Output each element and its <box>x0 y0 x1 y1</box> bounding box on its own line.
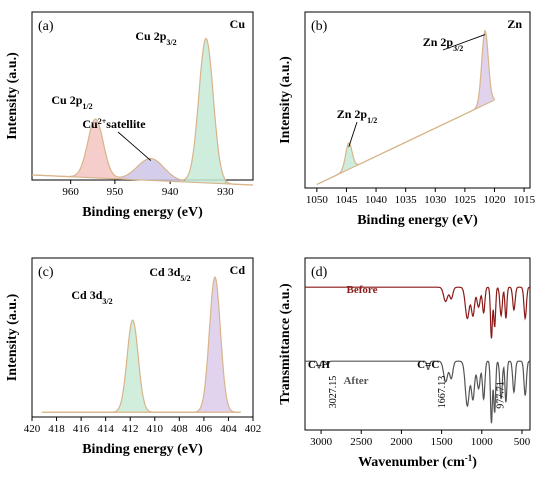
x-tick-label: 1035 <box>395 194 418 206</box>
x-tick-label: 1000 <box>471 436 494 448</box>
series-label: Before <box>347 284 378 296</box>
panel-b: 1050 1045 1040 1035 1030 1025 1020 1015 Binding … <box>278 11 536 228</box>
peak-label: Cd 3d5/2 <box>149 265 190 283</box>
panel-label: (b) <box>311 19 328 34</box>
peak-arrow <box>117 131 152 161</box>
peak-arrow <box>348 121 358 148</box>
y-axis-label: Intensity (a.u.) <box>5 293 20 381</box>
x-tick-label: 1015 <box>513 194 536 206</box>
x-tick-label: 414 <box>97 423 114 435</box>
y-axis-label: Transmittance (a.u.) <box>278 283 293 405</box>
x-tick-label: 408 <box>171 423 188 435</box>
peak-label: Cu 2p3/2 <box>135 29 176 47</box>
x-tick-label: 940 <box>162 186 179 198</box>
x-tick-label: 950 <box>107 186 124 198</box>
x-axis-label: Binding energy (eV) <box>357 213 478 228</box>
peak-fill <box>192 277 237 413</box>
element-label: Zn <box>507 17 522 31</box>
annotation-value: 977.71 <box>496 381 507 409</box>
x-axis-label: Binding energy (eV) <box>82 205 203 220</box>
x-tick-label: 1020 <box>483 194 506 206</box>
peak-fill <box>335 142 362 176</box>
x-tick-label: 3000 <box>310 436 333 448</box>
x-tick-label: 500 <box>514 436 531 448</box>
series-line-before <box>305 286 530 339</box>
peak-label: Zn 2p3/2 <box>423 35 464 53</box>
x-tick-label: 960 <box>62 186 79 198</box>
x-tick-label: 412 <box>122 423 139 435</box>
annotation-value: 3027.15 <box>328 376 339 409</box>
x-tick-label: 404 <box>220 423 237 435</box>
annotation-group: C=C <box>417 359 439 371</box>
x-tick-label: 410 <box>147 423 164 435</box>
envelope-line <box>316 29 495 186</box>
panel-label: (a) <box>38 19 54 34</box>
y-axis-label: Intensity (a.u.) <box>5 52 20 140</box>
peak-label: Cd 3d3/2 <box>71 288 112 306</box>
x-tick-label: 416 <box>73 423 90 435</box>
x-tick-label: 1030 <box>424 194 447 206</box>
annotation-value: 1667.13 <box>437 376 448 409</box>
panel-label: (d) <box>311 265 328 280</box>
x-tick-label: 930 <box>217 186 234 198</box>
x-tick-label: 418 <box>48 423 65 435</box>
x-tick-label: 406 <box>196 423 213 435</box>
peak-fill <box>472 30 498 111</box>
x-tick-label: 1500 <box>431 436 454 448</box>
plot-frame <box>304 11 531 189</box>
x-tick-label: 2500 <box>350 436 373 448</box>
element-label: Cu <box>230 17 246 31</box>
x-tick-label: 2000 <box>390 436 413 448</box>
panel-d: 3000 2500 2000 1500 1000 500 Wavenumber (cm-1)… <box>278 257 531 470</box>
x-tick-label: 1050 <box>306 194 329 206</box>
plot-frame <box>304 257 531 431</box>
envelope-line <box>32 37 253 186</box>
x-tick-label: 1040 <box>365 194 388 206</box>
annotation-group: C–H <box>308 359 330 371</box>
element-label: Cd <box>230 263 246 277</box>
series-label: After <box>343 375 368 387</box>
panel-c: 420 418 416 414 412 410 408 406 404 402 Binding en… <box>5 257 262 457</box>
x-tick-label: 420 <box>24 423 41 435</box>
x-tick-label: 402 <box>245 423 262 435</box>
peak-label: Cu2+satellite <box>82 117 146 132</box>
plot-frame <box>31 257 254 418</box>
panel-a: 960 950 940 930 Binding energy (eV) Intensity… <box>5 11 254 220</box>
peak-label: Zn 2p1/2 <box>337 107 378 125</box>
x-tick-label: 1045 <box>335 194 358 206</box>
panel-label: (c) <box>38 265 54 280</box>
peak-label: Cu 2p1/2 <box>51 93 92 111</box>
peak-arrow <box>442 34 486 51</box>
x-axis-label: Wavenumber (cm-1) <box>358 453 477 470</box>
peak-fill <box>177 38 235 185</box>
series-line-after <box>305 360 530 424</box>
peak-fill <box>64 119 127 180</box>
y-axis-label: Intensity (a.u.) <box>278 56 293 144</box>
envelope-line <box>41 275 241 413</box>
peak-fill <box>110 320 155 413</box>
x-tick-label: 1025 <box>454 194 477 206</box>
x-axis-label: Binding energy (eV) <box>82 442 203 457</box>
